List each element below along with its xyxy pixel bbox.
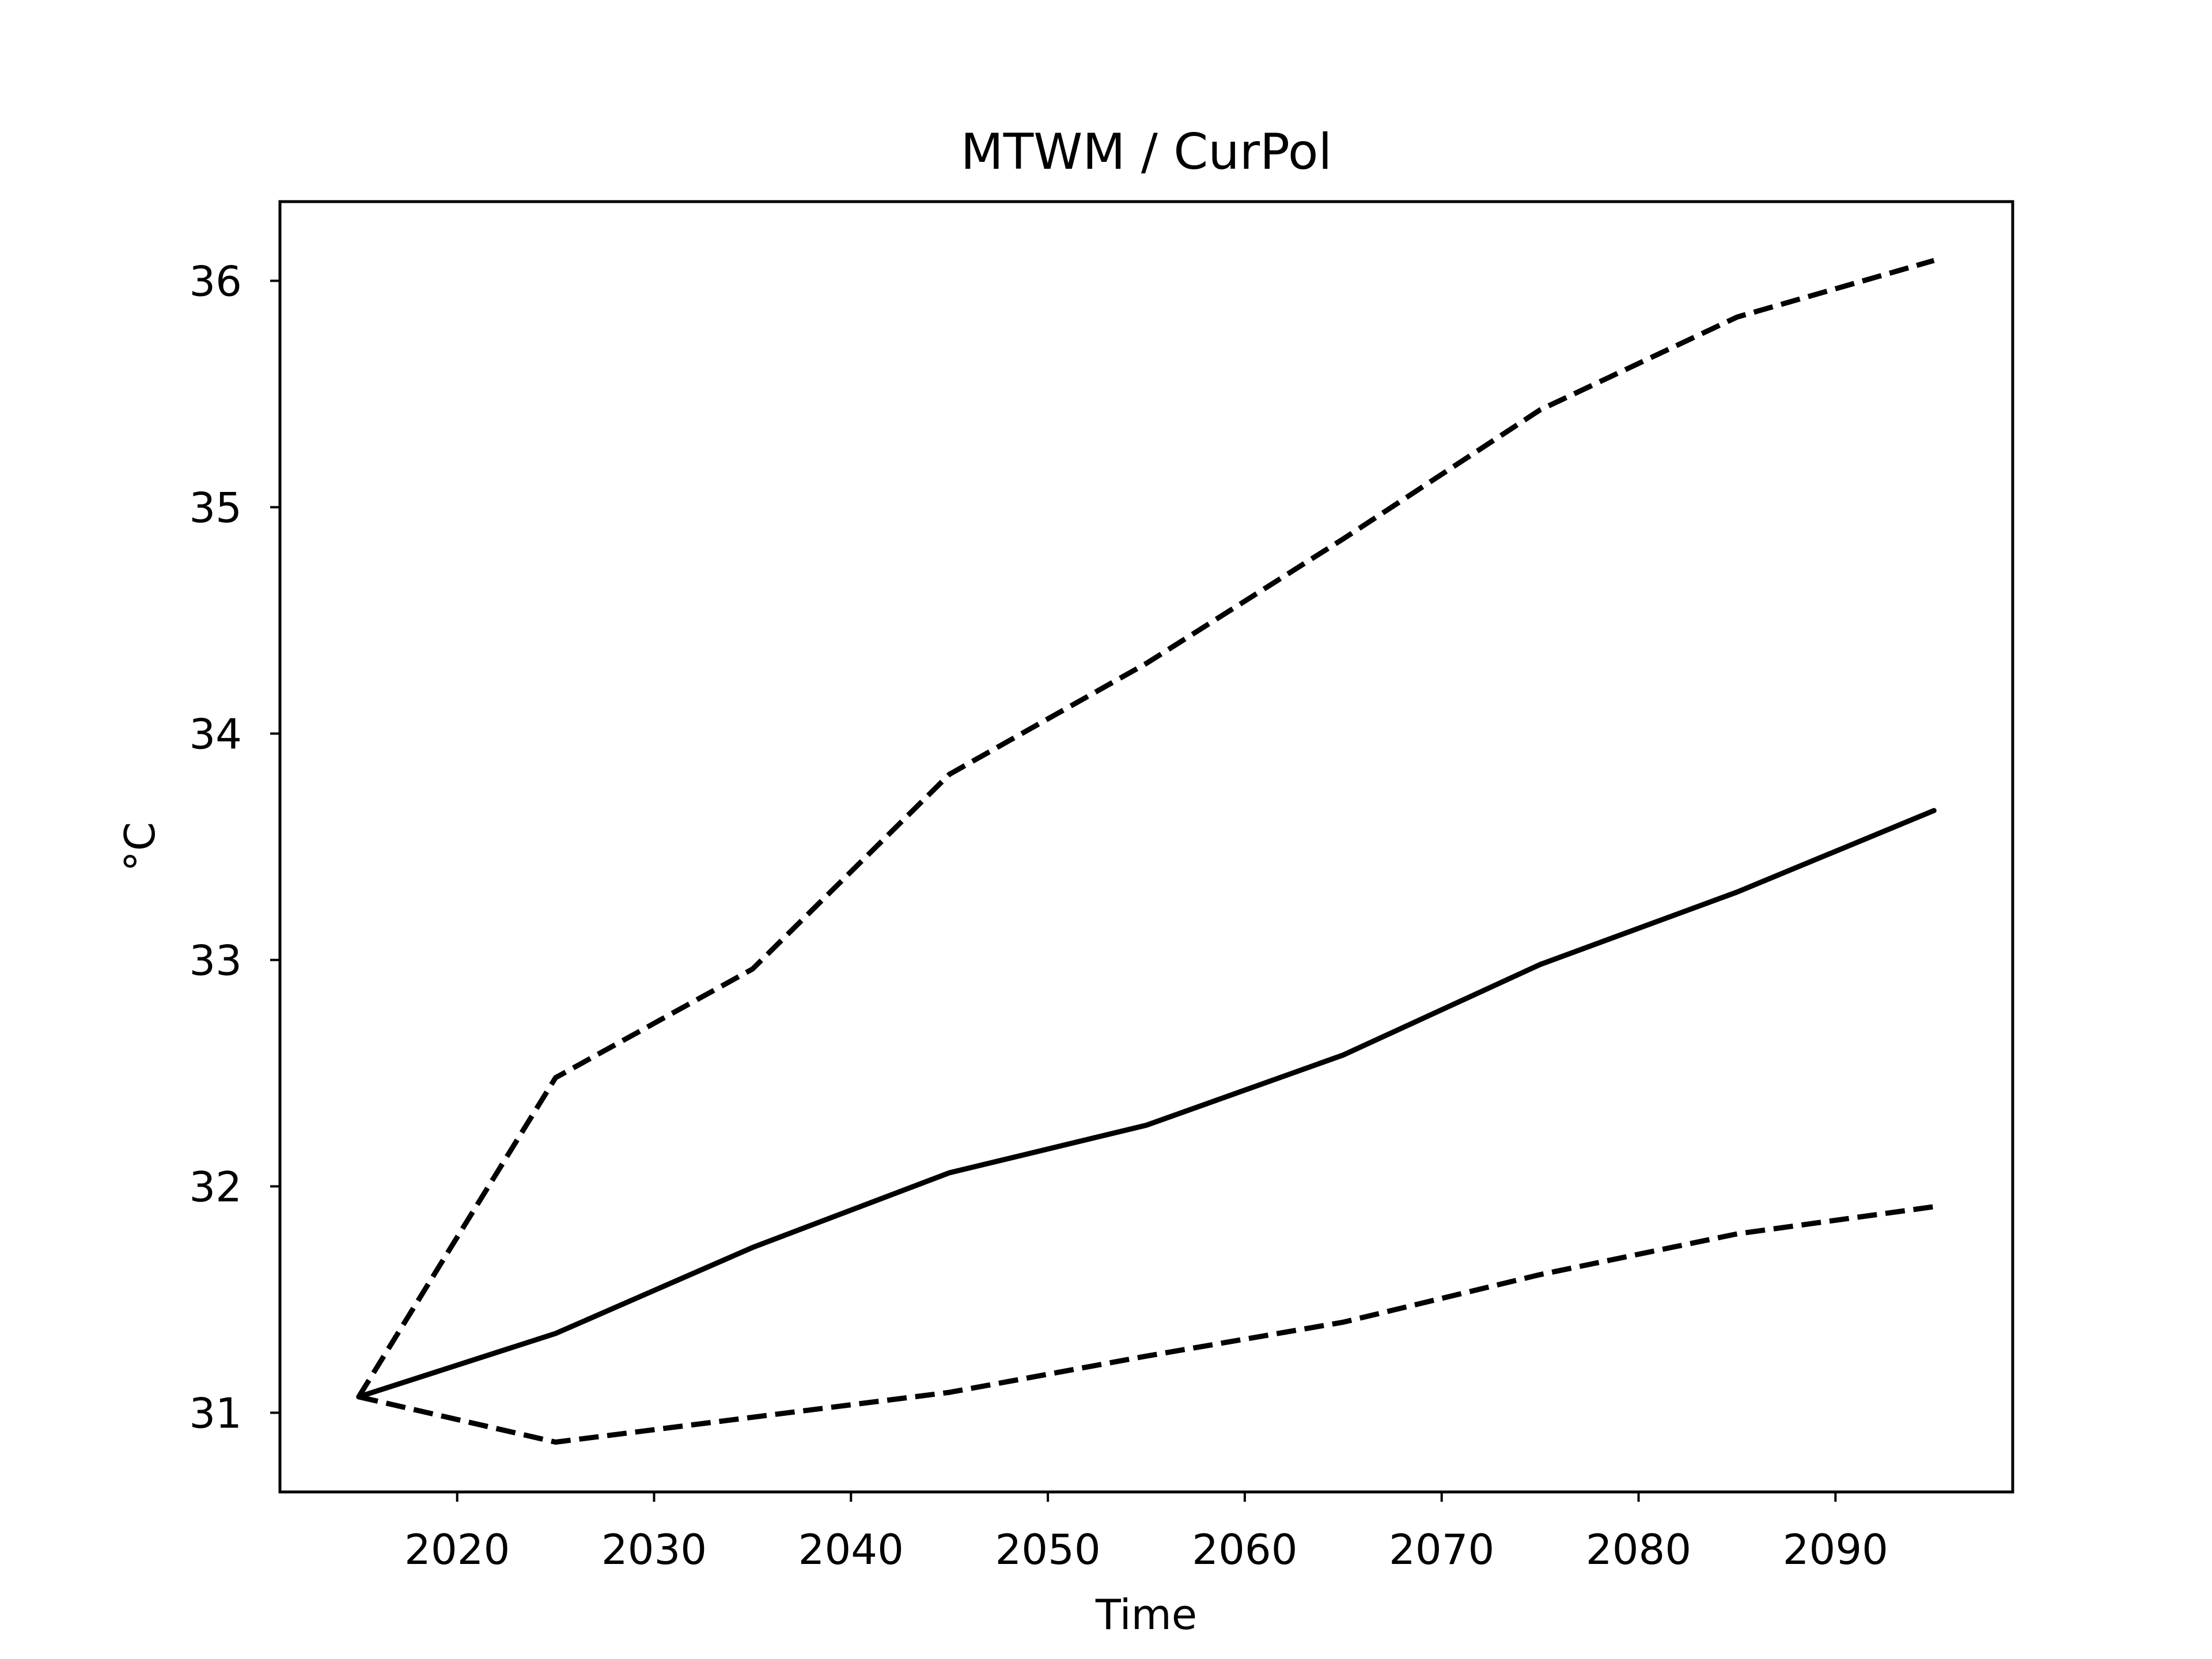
x-tick-label: 2070 bbox=[1389, 1525, 1494, 1574]
y-tick-label: 33 bbox=[189, 936, 242, 984]
y-tick-label: 34 bbox=[189, 710, 242, 759]
x-tick-label: 2060 bbox=[1192, 1525, 1297, 1574]
plot-frame bbox=[278, 200, 2014, 1494]
x-tick-label: 2080 bbox=[1586, 1525, 1691, 1574]
x-tick-label: 2050 bbox=[995, 1525, 1100, 1574]
y-axis-label: °C bbox=[116, 822, 164, 872]
x-tick-label: 2090 bbox=[1783, 1525, 1888, 1574]
x-axis-label: Time bbox=[1095, 1590, 1197, 1639]
series-line-3-dashed bbox=[358, 1204, 1934, 1445]
series-line-1-dashed bbox=[356, 257, 1935, 1399]
y-axis: 31 32 33 34 35 36 bbox=[189, 257, 280, 1437]
x-tick-label: 2030 bbox=[601, 1525, 707, 1574]
y-tick-label: 36 bbox=[189, 257, 242, 306]
series-layer bbox=[356, 257, 1937, 1445]
x-tick-label: 2040 bbox=[798, 1525, 904, 1574]
x-tick-label: 2020 bbox=[404, 1525, 510, 1574]
y-tick-label: 32 bbox=[189, 1162, 242, 1211]
series-line-2-solid bbox=[356, 808, 1937, 1400]
chart-title: MTWM / CurPol bbox=[961, 123, 1332, 181]
y-tick-label: 31 bbox=[189, 1389, 242, 1437]
y-tick-label: 35 bbox=[189, 484, 242, 532]
x-axis: 2020 2030 2040 2050 2060 2070 2080 2090 bbox=[404, 1492, 1888, 1574]
